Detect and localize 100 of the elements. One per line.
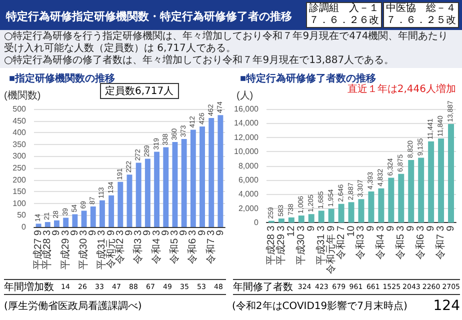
bar: [200, 126, 205, 227]
bar: [90, 206, 96, 227]
bar: [172, 142, 178, 227]
y-axis-title: (機関数): [4, 90, 41, 102]
y-tick-label: 0: [254, 218, 260, 228]
bar: [338, 204, 344, 223]
text: 年間修了者数: [233, 280, 293, 294]
y-tick-label: 450: [12, 116, 27, 126]
y-tick-label: 0: [22, 222, 27, 232]
text: ○特定行為研修の修了者数は、年々増加しており令和７年9月現在で13,887人である。: [4, 55, 396, 67]
text: (厚生労働省医政局看護課調べ): [4, 300, 142, 313]
text: ○特定行為研修を行う指定研修機関は、年々増加しており令和７年9月現在で474機関、年間あたり受け入れ可能な人数（定員数）は 6,717人である。: [4, 31, 450, 54]
x-tick-label: 令和元年 9: [324, 225, 337, 274]
text: 中医協 総－４: [386, 3, 456, 15]
text: 直近１年は2,446人増加: [346, 84, 457, 96]
y-tick-label: 16,000: [234, 104, 260, 114]
bar: [448, 124, 454, 223]
bar: [81, 210, 87, 227]
bar: [144, 158, 150, 227]
y-tick-label: 8,000: [238, 161, 260, 170]
text: 診調組 入－１: [309, 3, 379, 15]
bar: [418, 158, 424, 223]
x-tick-label: 平成30 3: [294, 225, 307, 266]
bar: [378, 188, 384, 223]
x-tick-label: 9: [214, 230, 226, 236]
bar: [190, 130, 196, 227]
chart-title: ■指定研修機関数の推移: [9, 72, 116, 84]
y-tick-label: 10,000: [234, 147, 260, 156]
x-tick-label: 9: [366, 225, 377, 232]
y-tick-label: 50: [17, 210, 27, 220]
bar: [208, 118, 214, 227]
x-tick-label: 令和3 3: [132, 230, 144, 264]
x-tick-label: 平成30 3: [78, 230, 90, 270]
bar: [36, 224, 42, 227]
y-tick-label: 400: [12, 128, 27, 138]
bar: [398, 174, 404, 223]
x-tick-label: 令和5 3: [394, 225, 407, 260]
x-tick-label: 9: [69, 230, 80, 236]
text: 定員数6,717人: [100, 83, 179, 99]
bar: [388, 178, 394, 223]
text: ７．６．２６改: [309, 15, 379, 27]
y-tick-label: 100: [12, 198, 27, 208]
x-tick-label: 平成28 3: [41, 230, 54, 270]
bar: [408, 160, 414, 223]
x-tick-label: 9: [306, 225, 317, 232]
x-tick-label: 令和6 3: [414, 225, 427, 260]
y-tick-label: 250: [12, 164, 27, 172]
x-tick-label: 9: [406, 225, 417, 232]
bar: [438, 138, 444, 223]
bar: [154, 152, 160, 227]
text: (令和2年はCOVID19影響で7月末時点): [232, 300, 408, 313]
bar: [118, 182, 124, 227]
y-axis-title: (人): [236, 90, 254, 102]
bar: [54, 220, 60, 227]
bar: [99, 200, 105, 227]
bar: [63, 218, 69, 227]
chart-title: ■特定行為研修修了者数の推移: [240, 72, 376, 84]
bar: [108, 195, 114, 227]
bar: [72, 214, 78, 227]
x-tick-label: 9: [386, 225, 397, 232]
bar: [288, 217, 294, 223]
x-tick-label: 令和7 3: [434, 225, 447, 260]
bar: [328, 208, 334, 223]
bar: [358, 199, 364, 223]
x-tick-label: 12: [286, 225, 297, 237]
bar: [126, 174, 132, 227]
x-tick-label: 令和2 7: [334, 225, 347, 260]
text: 特定行為研修指定研修機関数・特定行為研修修了者の推移: [6, 9, 292, 24]
y-tick-label: 300: [12, 152, 27, 161]
x-tick-label: 9: [88, 230, 99, 236]
bar: [218, 115, 224, 227]
x-tick-label: 令和3 3: [354, 225, 367, 260]
bar: [428, 141, 434, 223]
x-tick-label: 平成28 3: [264, 225, 277, 266]
bar: [348, 202, 354, 223]
bar: [278, 218, 284, 223]
x-tick-label: 平成31 3: [314, 225, 327, 266]
bar: [181, 138, 187, 227]
x-tick-label: 9: [426, 225, 437, 232]
x-tick-label: 10: [346, 225, 357, 237]
x-tick-label: 平成29 3: [274, 225, 287, 266]
text: 124: [433, 298, 460, 314]
y-tick-label: 2,000: [238, 204, 260, 213]
bar: [163, 147, 169, 227]
bar: [298, 216, 304, 223]
bar: [368, 191, 374, 223]
x-tick-label: 9: [124, 230, 135, 236]
bar: [318, 210, 324, 223]
y-tick-label: 350: [12, 140, 27, 149]
x-tick-label: 9: [446, 225, 457, 232]
text: ７．６．２５改: [386, 15, 456, 27]
y-tick-label: 12,000: [234, 132, 260, 142]
y-tick-label: 500: [12, 104, 27, 114]
x-tick-label: 令和4 3: [374, 225, 387, 260]
bar: [308, 214, 314, 223]
y-tick-label: 150: [12, 187, 27, 196]
y-tick-label: 6,000: [238, 176, 260, 185]
text: 年間増加数: [4, 280, 54, 294]
y-tick-label: 200: [12, 175, 27, 184]
bar: [44, 222, 50, 227]
